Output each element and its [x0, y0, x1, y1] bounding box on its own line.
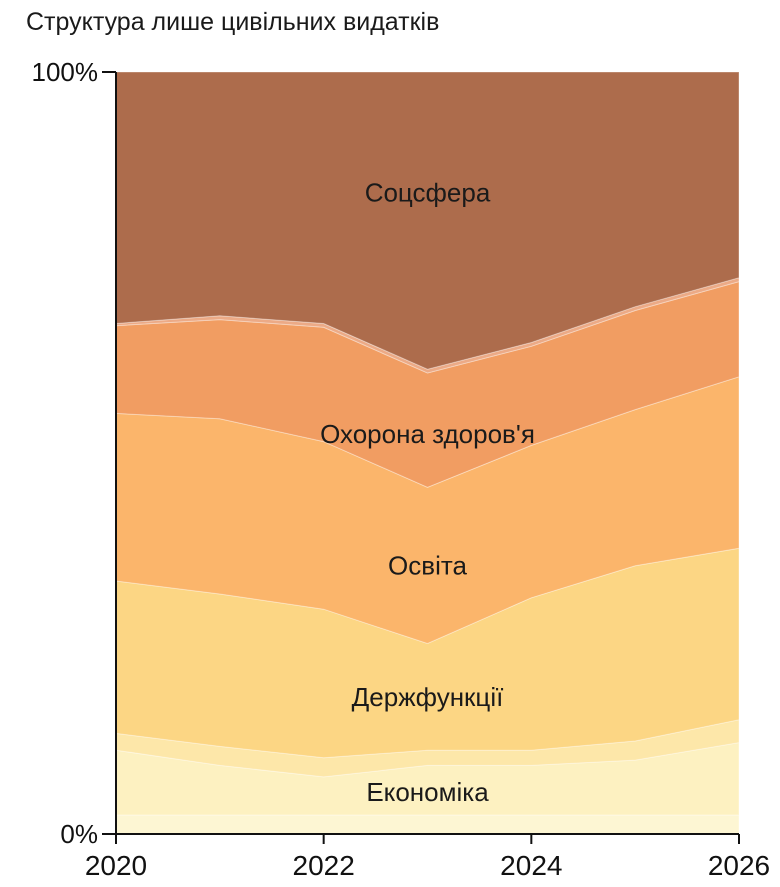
x-tick-label: 2022 [293, 850, 355, 881]
area-label: Охорона здоров'я [320, 419, 535, 449]
x-ticks: 2020 2022 2024 2026 [85, 834, 770, 881]
y-tick-label: 0% [60, 819, 98, 849]
y-tick-label: 100% [32, 57, 99, 87]
area-series-6 [115, 277, 740, 374]
area-label: Економіка [366, 777, 489, 807]
axes [115, 72, 739, 835]
area-labels: Економіка Держфункції Освіта Охорона здоров… [320, 178, 535, 808]
area-label: Освіта [388, 550, 467, 580]
area-series-7 [115, 71, 740, 370]
area-layers [115, 71, 740, 835]
chart-title: Структура лише цивільних видатків [26, 8, 440, 36]
area-label: Держфункції [352, 682, 504, 712]
y-ticks: 0% 100% [32, 57, 116, 849]
area-series-5 [115, 280, 740, 488]
x-tick-label: 2024 [500, 850, 562, 881]
x-tick-label: 2020 [85, 850, 147, 881]
area-label: Соцсфера [365, 178, 491, 208]
area-series-4 [115, 376, 740, 645]
x-tick-label: 2026 [708, 850, 770, 881]
area-series-0 [115, 814, 740, 835]
area-series-3 [115, 547, 740, 759]
